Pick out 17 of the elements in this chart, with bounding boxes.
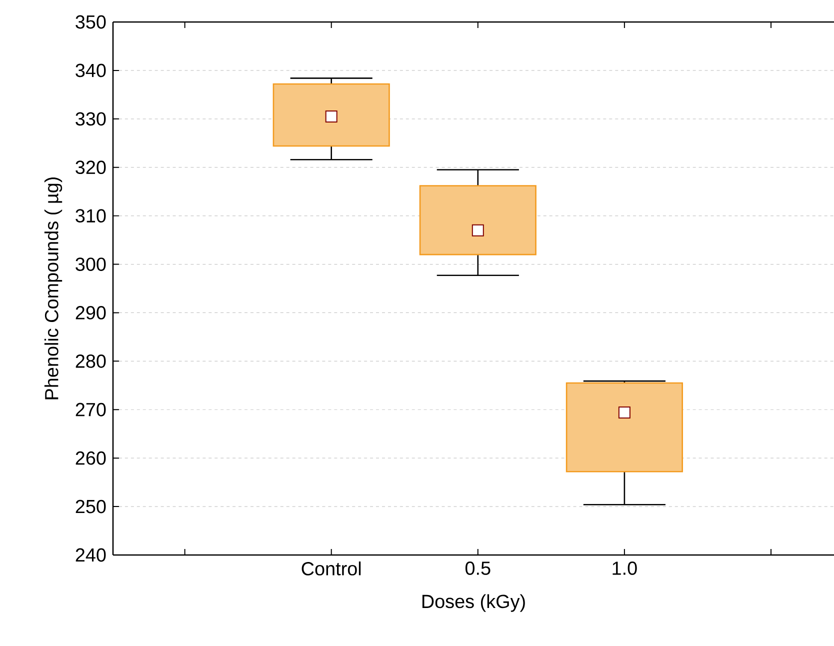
x-tick-label: 0.5 bbox=[465, 562, 490, 575]
y-tick-label: 240 bbox=[76, 548, 106, 562]
y-tick-label: 350 bbox=[76, 15, 106, 29]
y-tick-label: 310 bbox=[76, 209, 106, 223]
y-tick-label: 260 bbox=[76, 451, 106, 465]
x-axis-title: Doses (kGy) bbox=[422, 594, 525, 612]
y-axis-title: Phenolic Compounds ( µg) bbox=[44, 177, 62, 400]
y-tick-label: 340 bbox=[76, 64, 106, 78]
x-tick-label: Control bbox=[302, 562, 361, 576]
y-tick-label: 280 bbox=[76, 354, 106, 368]
x-tick-label: 1.0 bbox=[612, 562, 637, 575]
y-tick-label: 330 bbox=[76, 112, 106, 126]
y-tick-label: 320 bbox=[76, 160, 106, 174]
y-tick-label: 290 bbox=[76, 306, 106, 320]
y-tick-label: 270 bbox=[76, 402, 106, 416]
y-tick-label: 250 bbox=[76, 500, 106, 514]
y-tick-label: 300 bbox=[76, 258, 106, 271]
